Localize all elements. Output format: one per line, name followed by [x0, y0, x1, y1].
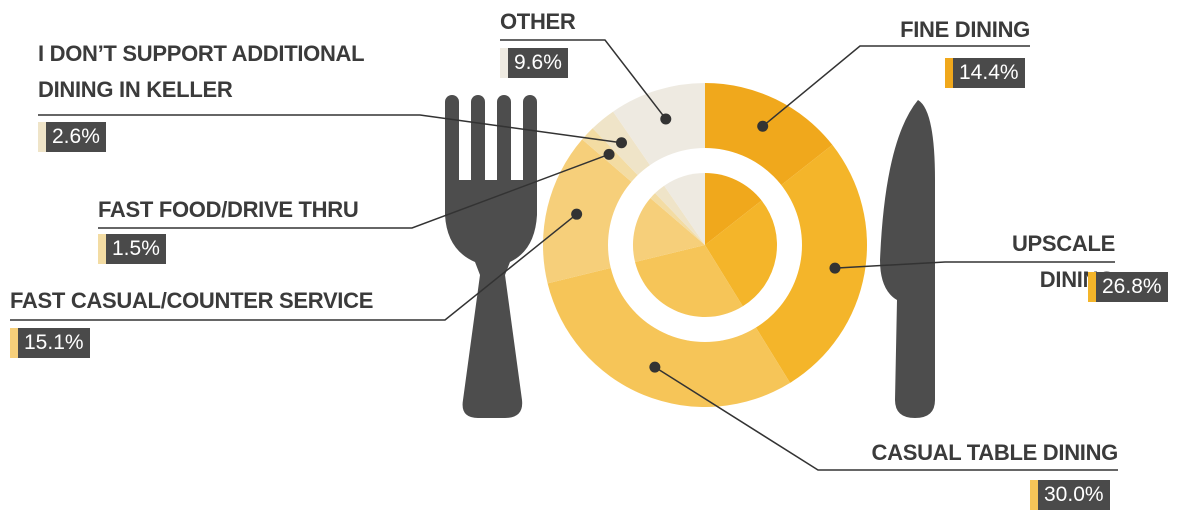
- leader-line: [98, 153, 610, 229]
- leader-line: [762, 45, 1030, 127]
- value-label: 9.6%: [500, 48, 568, 78]
- leader-line: [834, 261, 1115, 269]
- value-label: 26.8%: [1088, 272, 1168, 302]
- inner-slice: [705, 200, 777, 307]
- leader-dot: [757, 120, 769, 132]
- leader-dot: [660, 113, 672, 125]
- inner-slice: [633, 198, 705, 263]
- value-label: 1.5%: [98, 234, 166, 264]
- category-label: FINE DINING: [900, 17, 1030, 42]
- value-label: 2.6%: [38, 122, 106, 152]
- leader-line: [10, 213, 578, 321]
- value-label: 30.0%: [1030, 480, 1110, 510]
- leader-dot: [616, 137, 628, 149]
- inner-slice: [664, 173, 705, 245]
- category-label: I DON’T SUPPORT ADDITIONAL DINING IN KEL…: [38, 41, 364, 102]
- category-label: FAST CASUAL/COUNTER SERVICE: [10, 288, 374, 313]
- value-label: 14.4%: [945, 58, 1025, 88]
- leader-dot: [649, 361, 661, 373]
- leader-dot: [571, 208, 583, 220]
- plate: [543, 83, 867, 408]
- category-label: FAST FOOD/DRIVE THRU: [98, 197, 359, 222]
- inner-slice: [650, 193, 705, 245]
- leader-dot: [603, 148, 615, 160]
- inner-slice: [635, 245, 743, 318]
- knife: [880, 100, 935, 418]
- leader-line: [500, 39, 667, 120]
- value-label: 15.1%: [10, 328, 90, 358]
- category-label: CASUAL TABLE DINING: [871, 440, 1119, 465]
- category-label: OTHER: [500, 9, 576, 34]
- leader-dot: [829, 262, 841, 274]
- inner-slice: [705, 173, 762, 245]
- inner-slice: [655, 185, 705, 245]
- leader-line: [654, 366, 1118, 471]
- leader-line: [38, 114, 622, 144]
- category-label: UPSCALE DINING: [1011, 231, 1115, 292]
